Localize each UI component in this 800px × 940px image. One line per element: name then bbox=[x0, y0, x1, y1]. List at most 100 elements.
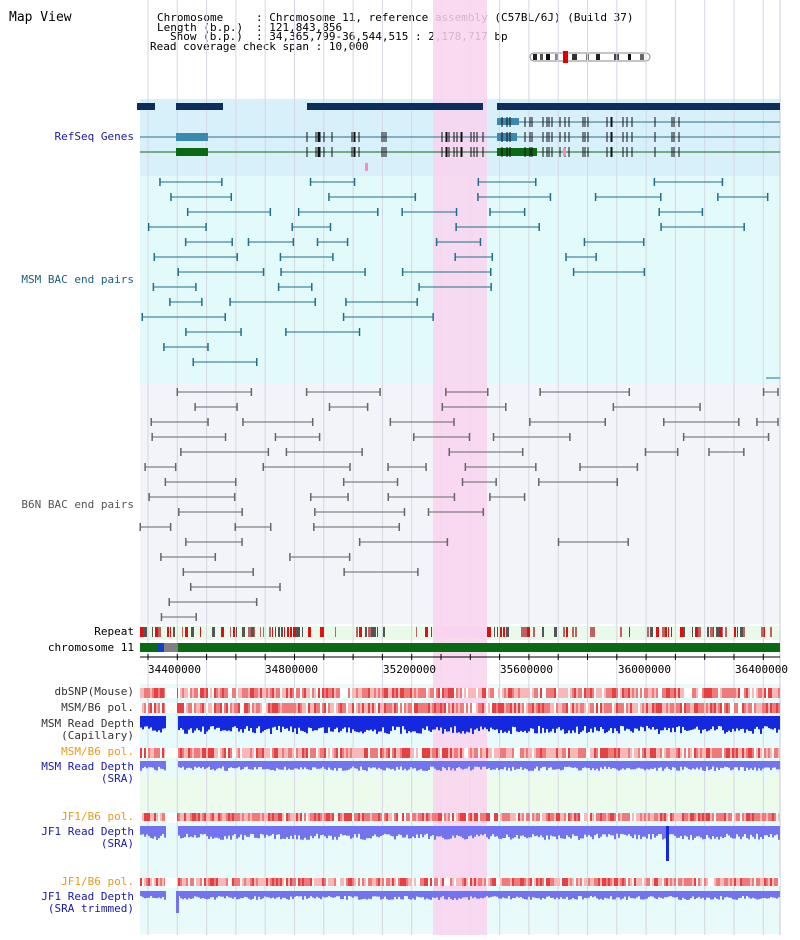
msm-b6-pol-cell bbox=[260, 748, 262, 758]
jf1-trimmed-depth-bar bbox=[308, 891, 310, 898]
jf1-sra-depth-bar bbox=[148, 826, 150, 837]
dbsnp-cell bbox=[558, 688, 560, 698]
msm-sra-depth-bar bbox=[190, 761, 192, 769]
track-label-jf1-b6-pol-1[interactable]: JF1/B6 pol. bbox=[61, 810, 134, 823]
msm-sra-depth-bar bbox=[250, 761, 252, 770]
track-label-msm-b6-pol-1[interactable]: MSM/B6 pol. bbox=[61, 701, 134, 714]
dbsnp-cell bbox=[250, 688, 252, 698]
track-label-b6n-bac[interactable]: B6N BAC end pairs bbox=[21, 498, 134, 511]
jf1-b6-pol-cell bbox=[224, 813, 226, 821]
track-label-chromosome[interactable]: chromosome 11 bbox=[47, 641, 134, 654]
track-label-dbsnp[interactable]: dbSNP(Mouse) bbox=[54, 685, 134, 698]
jf1-b6-pol-cell bbox=[544, 878, 546, 886]
jf1-b6-pol-cell bbox=[668, 878, 670, 886]
dbsnp-cell bbox=[298, 688, 300, 698]
jf1-sra-depth-bar bbox=[228, 826, 230, 836]
msm-b6-pol-cell bbox=[284, 748, 286, 758]
msm-b6-pol-cell bbox=[312, 748, 314, 758]
dbsnp-cell bbox=[740, 688, 742, 698]
msm-sra-depth-bar bbox=[370, 761, 372, 769]
jf1-sra-depth-bar bbox=[456, 826, 458, 836]
jf1-b6-pol-cell bbox=[490, 878, 492, 886]
jf1-trimmed-depth-bar bbox=[600, 891, 602, 899]
msm-b6-pol-cell bbox=[406, 748, 408, 758]
track-label-msm-depth-sra[interactable]: MSM Read Depth bbox=[41, 760, 134, 773]
msm-sra-depth-bar bbox=[482, 761, 484, 767]
track-label-msm-b6-pol-2[interactable]: MSM/B6 pol. bbox=[61, 745, 134, 758]
track-label-jf1-depth-sra[interactable]: JF1 Read Depth bbox=[41, 825, 134, 838]
msm-capillary-depth-bar bbox=[254, 716, 256, 734]
track-label-msm-depth-capillary-sub: (Capillary) bbox=[61, 729, 134, 742]
msm-capillary-depth-bar bbox=[452, 716, 454, 733]
msm-b6-pol-cell bbox=[574, 703, 576, 713]
dbsnp-cell bbox=[572, 688, 574, 698]
jf1-trimmed-depth-bar bbox=[594, 891, 596, 897]
msm-sra-depth-bar bbox=[270, 761, 272, 771]
track-label-jf1-b6-pol-2[interactable]: JF1/B6 pol. bbox=[61, 875, 134, 888]
repeat-mark bbox=[497, 627, 498, 637]
msm-b6-pol-cell bbox=[568, 703, 570, 713]
jf1-trimmed-depth-bar bbox=[630, 891, 632, 899]
jf1-b6-pol-cell bbox=[392, 813, 394, 821]
jf1-b6-pol-cell bbox=[266, 878, 268, 886]
msm-sra-depth-bar bbox=[416, 761, 418, 771]
msm-b6-pol-cell bbox=[556, 703, 558, 713]
jf1-b6-pol-cell bbox=[230, 813, 232, 821]
msm-b6-pol-cell bbox=[592, 703, 594, 713]
jf1-trimmed-depth-bar bbox=[236, 891, 238, 900]
jf1-b6-pol-cell bbox=[708, 813, 710, 821]
jf1-trimmed-depth-bar bbox=[294, 891, 296, 897]
msm-b6-pol-cell bbox=[708, 703, 710, 713]
msm-b6-pol-cell bbox=[270, 703, 272, 713]
msm-b6-pol-cell bbox=[292, 703, 294, 713]
msm-b6-pol-cell bbox=[602, 748, 604, 758]
msm-b6-pol-cell bbox=[588, 748, 590, 758]
jf1-trimmed-depth-bar bbox=[588, 891, 590, 898]
msm-b6-pol-cell bbox=[472, 703, 474, 713]
jf1-b6-pol-cell bbox=[610, 813, 612, 821]
jf1-b6-pol-cell bbox=[348, 813, 350, 821]
dbsnp-cell bbox=[312, 688, 314, 698]
track-label-msm-bac[interactable]: MSM BAC end pairs bbox=[21, 273, 134, 286]
jf1-trimmed-depth-bar bbox=[536, 891, 538, 899]
dbsnp-cell bbox=[248, 688, 250, 698]
jf1-b6-pol-cell bbox=[700, 878, 702, 886]
jf1-sra-depth-bar bbox=[272, 826, 274, 834]
msm-b6-pol-cell bbox=[538, 703, 540, 713]
jf1-trimmed-depth-bar bbox=[484, 891, 486, 898]
msm-b6-pol-cell bbox=[650, 748, 652, 758]
track-label-repeat[interactable]: Repeat bbox=[94, 625, 134, 638]
dbsnp-cell bbox=[408, 688, 410, 698]
jf1-sra-depth-bar bbox=[676, 826, 678, 838]
track-label-refseq-genes[interactable]: RefSeq Genes bbox=[54, 130, 134, 143]
dbsnp-cell bbox=[196, 688, 198, 698]
jf1-b6-pol-cell bbox=[324, 878, 326, 886]
msm-b6-pol-cell bbox=[502, 748, 504, 758]
msm-b6-pol-cell bbox=[644, 703, 646, 713]
msm-sra-depth-bar bbox=[282, 761, 284, 770]
track-label-jf1-depth-trimmed[interactable]: JF1 Read Depth bbox=[41, 890, 134, 903]
jf1-sra-depth-bar bbox=[532, 826, 534, 835]
msm-capillary-depth-bar bbox=[742, 716, 744, 729]
jf1-b6-pol-cell bbox=[742, 878, 744, 886]
jf1-b6-pol-cell bbox=[368, 878, 370, 886]
msm-b6-pol-cell bbox=[316, 703, 318, 713]
msm-b6-pol-cell bbox=[644, 748, 646, 758]
msm-b6-pol-cell bbox=[540, 703, 542, 713]
msm-sra-depth-bar bbox=[586, 761, 588, 769]
msm-b6-pol-cell bbox=[412, 703, 414, 713]
jf1-b6-pol-cell bbox=[654, 813, 656, 821]
jf1-b6-pol-cell bbox=[772, 878, 774, 886]
msm-b6-pol-cell bbox=[366, 703, 368, 713]
msm-b6-pol-cell bbox=[760, 748, 762, 758]
msm-b6-pol-cell bbox=[274, 703, 276, 713]
msm-b6-pol-cell bbox=[714, 703, 716, 713]
msm-capillary-depth-bar bbox=[660, 716, 662, 731]
jf1-trimmed-depth-bar bbox=[546, 891, 548, 897]
track-label-msm-depth-capillary[interactable]: MSM Read Depth bbox=[41, 717, 134, 730]
jf1-sra-depth-bar bbox=[224, 826, 226, 837]
dbsnp-cell bbox=[330, 688, 332, 698]
jf1-b6-pol-cell bbox=[148, 878, 150, 886]
